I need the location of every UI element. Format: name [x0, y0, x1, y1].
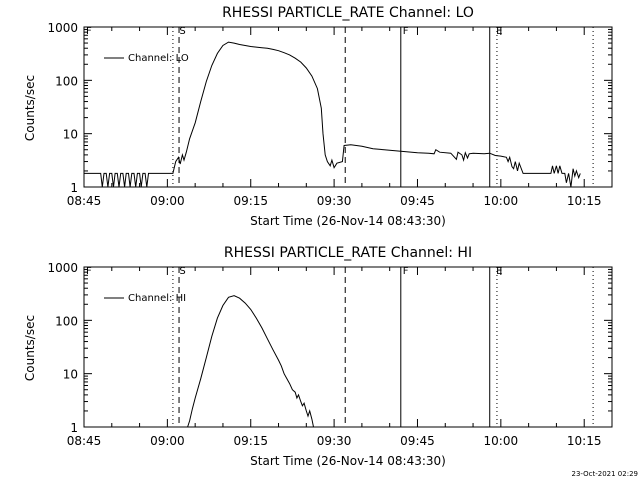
- plot-frame: [83, 266, 613, 428]
- y-tick-label: 100: [55, 314, 78, 328]
- x-tick-label: 10:15: [567, 434, 602, 448]
- x-tick-label: 09:15: [233, 194, 268, 208]
- event-label: S: [179, 266, 185, 277]
- x-tick-label: 08:45: [67, 434, 102, 448]
- timestamp-footer: 23-Oct-2021 02:29: [572, 470, 638, 478]
- event-label: S: [179, 26, 185, 37]
- plot-area-hi: 1 10 100 1000 08:45 09:00 09:15 09:30 09:45 10:00…: [47, 261, 613, 448]
- x-tick-label: 09:45: [400, 434, 435, 448]
- y-tick-label: 100: [55, 74, 78, 88]
- x-tick-label: 09:15: [233, 434, 268, 448]
- x-tick-label: 09:30: [317, 434, 352, 448]
- series-line: [84, 41, 581, 187]
- event-label: F: [403, 266, 409, 277]
- y-axis-label: Counts/sec: [23, 75, 37, 141]
- chart-title: RHESSI PARTICLE_RATE Channel: HI: [224, 245, 472, 261]
- y-tick-label: 1000: [47, 21, 78, 35]
- chart-title: RHESSI PARTICLE_RATE Channel: LO: [222, 5, 474, 21]
- event-label: E: [496, 266, 502, 277]
- x-tick-label: 09:30: [317, 194, 352, 208]
- x-tick-label: 08:45: [67, 194, 102, 208]
- y-tick-label: 1: [70, 181, 78, 195]
- series-line: [187, 295, 315, 427]
- x-tick-label: 09:45: [400, 194, 435, 208]
- legend-label: Channel: LO: [128, 53, 189, 64]
- plot-frame: [83, 26, 613, 188]
- y-axis-label: Counts/sec: [23, 315, 37, 381]
- panel-hi: RHESSI PARTICLE_RATE Channel: HI Start T…: [23, 245, 613, 468]
- x-axis-label: Start Time (26-Nov-14 08:43:30): [250, 214, 446, 228]
- y-tick-label: 10: [63, 128, 78, 142]
- event-label: F: [86, 266, 92, 277]
- y-tick-label: 1000: [47, 261, 78, 275]
- y-tick-label: 10: [63, 368, 78, 382]
- event-label: F: [403, 26, 409, 37]
- event-label: F: [86, 26, 92, 37]
- x-axis-label: Start Time (26-Nov-14 08:43:30): [250, 454, 446, 468]
- x-tick-label: 10:00: [484, 194, 519, 208]
- event-label: E: [496, 26, 502, 37]
- plot-area-lo: 1 10 100 1000 08:45 09:00 09:15 09:30 09:45 10:00…: [47, 21, 613, 208]
- y-tick-label: 1: [70, 421, 78, 435]
- panel-lo: RHESSI PARTICLE_RATE Channel: LO Start T…: [23, 5, 613, 228]
- x-tick-label: 10:15: [567, 194, 602, 208]
- x-tick-label: 10:00: [484, 434, 519, 448]
- x-tick-label: 09:00: [150, 194, 185, 208]
- legend-label: Channel: HI: [128, 293, 186, 304]
- x-tick-label: 09:00: [150, 434, 185, 448]
